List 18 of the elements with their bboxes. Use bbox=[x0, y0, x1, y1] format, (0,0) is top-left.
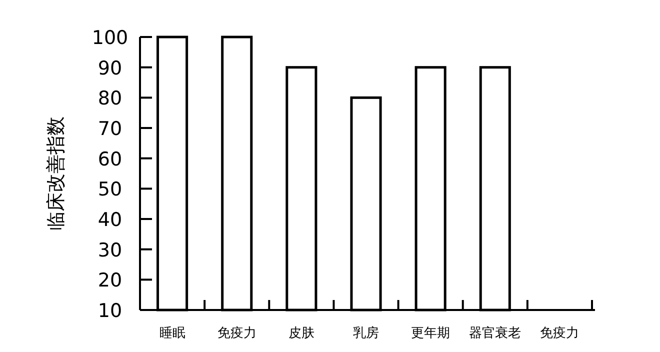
x-tick-label: 器官衰老 bbox=[469, 325, 522, 341]
x-tick-label: 更年期 bbox=[411, 326, 450, 341]
y-tick-label: 70 bbox=[98, 118, 122, 140]
y-tick-label: 60 bbox=[98, 148, 122, 170]
y-tick-label: 90 bbox=[98, 57, 122, 80]
x-tick-label: 免疫力 bbox=[217, 326, 256, 341]
x-tick-label: 免疫力 bbox=[540, 326, 580, 341]
y-tick-label: 50 bbox=[98, 178, 122, 201]
y-tick-label: 80 bbox=[98, 88, 122, 110]
x-tick-label: 睡眠 bbox=[159, 326, 186, 341]
y-tick-label: 10 bbox=[98, 300, 122, 322]
y-tick-label: 40 bbox=[98, 209, 122, 231]
y-tick-label: 30 bbox=[98, 239, 122, 262]
x-tick-label: 乳房 bbox=[353, 325, 379, 341]
x-tick-label: 皮肤 bbox=[288, 326, 314, 341]
y-tick-label: 100 bbox=[92, 27, 128, 49]
y-axis-title: 临床改善指数 bbox=[45, 116, 67, 230]
y-tick-label: 20 bbox=[98, 270, 122, 292]
